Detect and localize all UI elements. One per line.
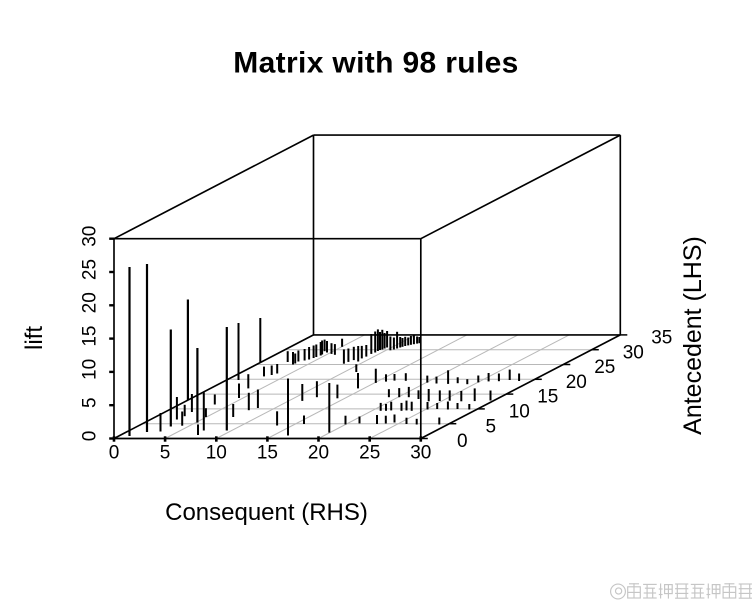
svg-text:35: 35 <box>651 328 672 349</box>
svg-text:15: 15 <box>257 443 278 464</box>
svg-text:5: 5 <box>80 397 101 408</box>
svg-text:0: 0 <box>109 443 120 464</box>
svg-text:10: 10 <box>509 402 530 423</box>
svg-text:20: 20 <box>308 443 329 464</box>
svg-text:30: 30 <box>80 226 101 247</box>
svg-text:25: 25 <box>359 443 380 464</box>
svg-text:25: 25 <box>594 357 615 378</box>
svg-text:0: 0 <box>80 431 101 442</box>
svg-text:Matrix with 98 rules: Matrix with 98 rules <box>233 47 518 80</box>
svg-text:0: 0 <box>457 431 468 452</box>
svg-text:Antecedent (LHS): Antecedent (LHS) <box>679 236 707 435</box>
svg-text:15: 15 <box>80 326 101 347</box>
svg-text:Consequent (RHS): Consequent (RHS) <box>165 499 368 526</box>
svg-text:20: 20 <box>566 372 587 393</box>
svg-text:5: 5 <box>160 443 171 464</box>
svg-text:30: 30 <box>623 342 644 363</box>
svg-text:10: 10 <box>80 359 101 380</box>
svg-text:5: 5 <box>486 416 497 437</box>
svg-text:30: 30 <box>410 443 431 464</box>
svg-text:20: 20 <box>80 292 101 313</box>
svg-text:15: 15 <box>537 387 558 408</box>
svg-text:25: 25 <box>80 259 101 280</box>
svg-text:lift: lift <box>21 326 48 350</box>
svg-text:10: 10 <box>206 443 227 464</box>
